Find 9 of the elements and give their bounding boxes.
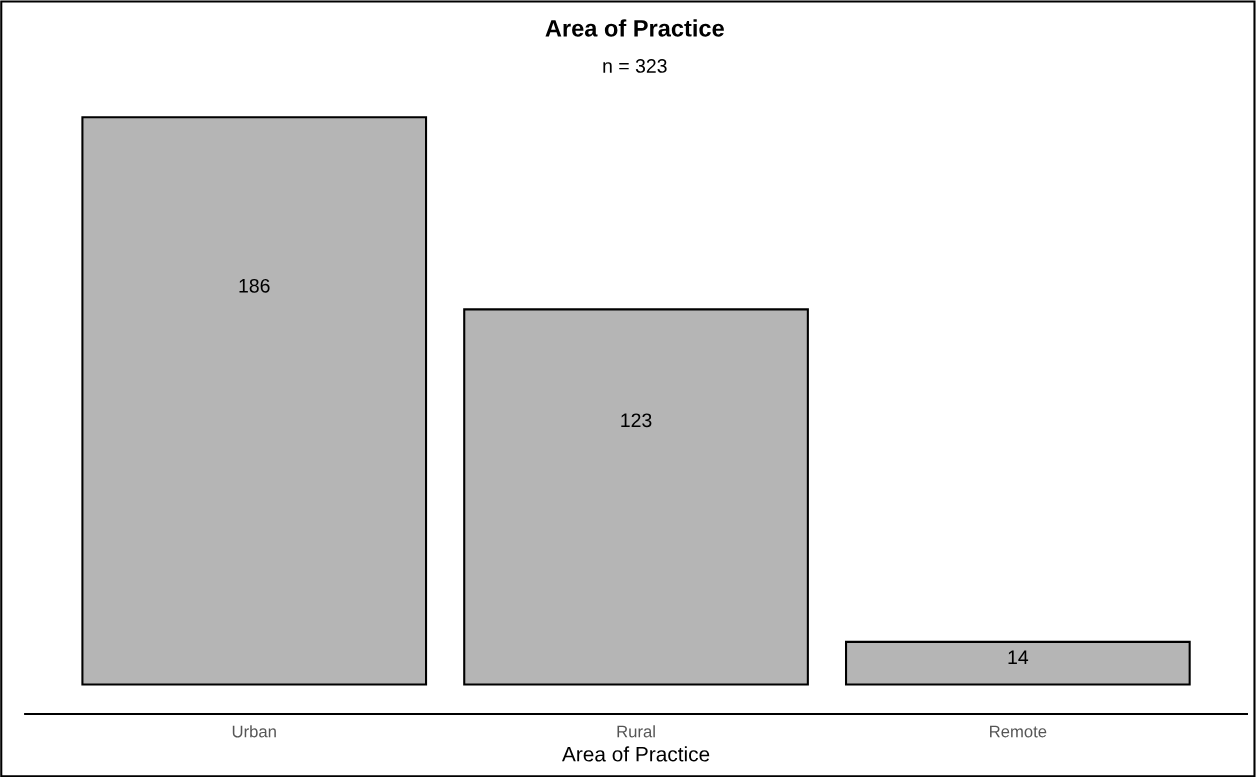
data-label: 14 bbox=[1008, 650, 1029, 664]
x-tick-label: Urban bbox=[232, 725, 276, 738]
chart-title: Area of Practice bbox=[545, 19, 724, 37]
data-label: 186 bbox=[239, 278, 270, 293]
data-label: 123 bbox=[621, 413, 652, 428]
x-tick-label: Remote bbox=[990, 725, 1047, 738]
x-tick-label: Rural bbox=[617, 725, 655, 738]
x-axis-title: Area of Practice bbox=[561, 746, 710, 762]
chart-subtitle: n = 323 bbox=[603, 59, 667, 73]
